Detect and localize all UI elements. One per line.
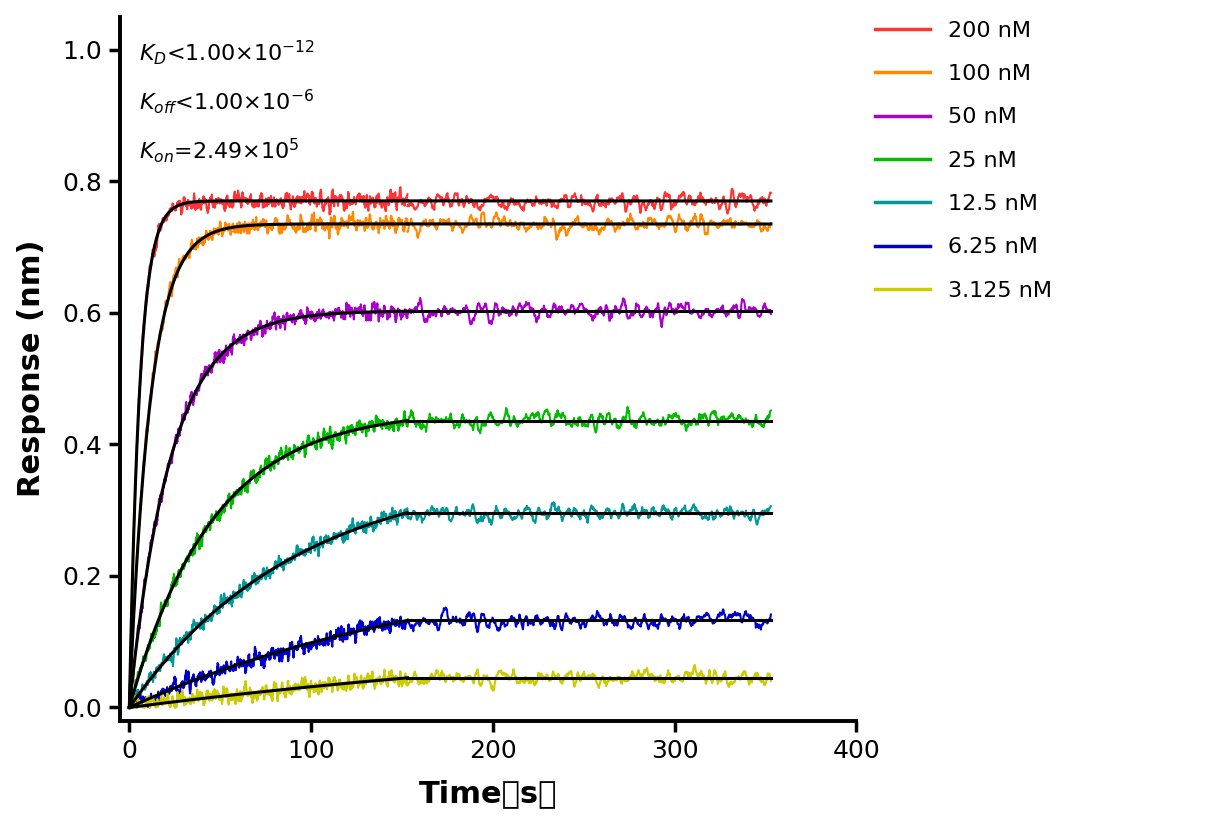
Text: $K_D$<1.00×10$^{-12}$
$K_{off}$<1.00×10$^{-6}$
$K_{on}$=2.49×10$^{5}$: $K_D$<1.00×10$^{-12}$ $K_{off}$<1.00×10$… [139, 38, 314, 164]
X-axis label: Time（s）: Time（s） [419, 780, 558, 808]
Legend: 200 nM, 100 nM, 50 nM, 25 nM, 12.5 nM, 6.25 nM, 3.125 nM: 200 nM, 100 nM, 50 nM, 25 nM, 12.5 nM, 6… [875, 21, 1053, 301]
Y-axis label: Response (nm): Response (nm) [17, 240, 46, 497]
